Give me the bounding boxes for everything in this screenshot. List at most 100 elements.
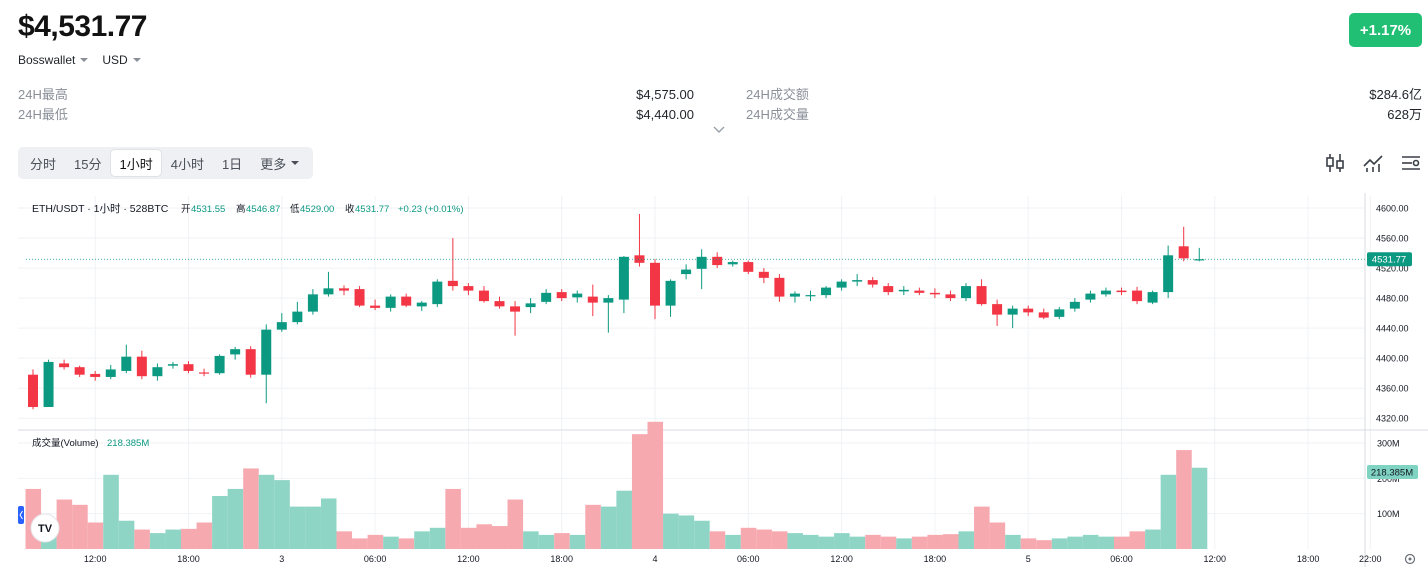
candle-body (618, 256, 629, 300)
currency-selector[interactable]: USD (102, 53, 141, 67)
candle-down (370, 299, 381, 311)
candle-down (136, 350, 147, 380)
volume-bar (1191, 467, 1208, 549)
volume-bar (445, 488, 461, 549)
candle-body (727, 262, 738, 265)
legend-high-label: 高 (236, 203, 246, 215)
caret-down-icon (132, 58, 141, 62)
exchange-selector[interactable]: Bosswallet (18, 53, 89, 67)
tradingview-logo: TV (30, 513, 60, 543)
candle-body (743, 262, 754, 272)
candle-body (152, 367, 163, 377)
volume-bar (507, 499, 524, 549)
reset-scale-icon[interactable] (1404, 553, 1416, 565)
volume-bar (429, 527, 446, 549)
volume-bar (1005, 534, 1021, 549)
tab-4h[interactable]: 4小时 (170, 156, 204, 172)
candle-up (603, 295, 614, 333)
volume-label: 24H成交量 (746, 107, 809, 122)
candle-up (696, 249, 707, 290)
candle-body (712, 256, 723, 266)
candle-body (323, 288, 334, 295)
scroll-left-handle[interactable] (18, 506, 24, 524)
time-tick-label: 12:00 (84, 554, 107, 564)
time-tick-label: 5 (1026, 554, 1031, 564)
settings-icon[interactable] (1400, 152, 1422, 174)
volume-bar (538, 534, 555, 549)
tab-15m[interactable]: 15分 (74, 156, 102, 172)
candle-up (836, 279, 847, 291)
candle-up (307, 289, 318, 315)
tab-timeline[interactable]: 分时 (30, 156, 57, 172)
candle-body (836, 281, 847, 288)
candle-down (447, 238, 458, 291)
price-tick-label: 4520.00 (1376, 264, 1409, 274)
indicator-icon[interactable] (1362, 152, 1384, 174)
candle-body (90, 373, 101, 377)
candle-body (136, 356, 147, 377)
time-tick-label: 3 (279, 554, 284, 564)
volume-bar (865, 534, 881, 549)
tab-1d[interactable]: 1日 (221, 156, 243, 172)
volume-bar (771, 531, 788, 549)
volume-bar (1036, 540, 1052, 549)
candle-body (510, 306, 521, 312)
candle-down (1023, 305, 1034, 317)
candle-down (478, 286, 489, 303)
candle-up (852, 274, 863, 287)
candlestick-icon[interactable] (1324, 152, 1346, 174)
volume-bar (911, 536, 928, 549)
candle-body (416, 302, 427, 307)
candle-down (510, 301, 521, 336)
candle-up (1054, 307, 1065, 320)
time-tick-label: 4 (652, 554, 657, 564)
tab-more[interactable]: 更多 (252, 150, 307, 176)
candle-down (743, 260, 754, 275)
volume-bar (663, 513, 679, 549)
volume-bar (585, 504, 601, 549)
legend-open: 4531.55 (191, 204, 225, 215)
candle-body (401, 296, 412, 306)
candle-body (961, 286, 971, 299)
candle-up (416, 301, 427, 311)
time-tick-label: 06:00 (1110, 554, 1133, 564)
caret-down-icon (291, 161, 300, 165)
volume-bar (942, 534, 959, 549)
stats-left: 24H最高 $4,575.00 24H最低 $4,440.00 (18, 85, 694, 125)
candle-down (712, 252, 723, 269)
candle-down (245, 346, 256, 378)
candle-body (1069, 301, 1080, 309)
volume-bar (1145, 529, 1161, 549)
volume-bar (476, 524, 492, 549)
volume-bar (616, 490, 632, 549)
candle-up (323, 271, 334, 297)
price-tick-label: 4440.00 (1376, 324, 1409, 334)
volume-bar (880, 536, 897, 549)
legend-open-label: 开 (181, 204, 191, 215)
candle-down (59, 359, 70, 370)
volume-bar (398, 538, 415, 549)
volume-last-tag: 218.385M (1367, 465, 1418, 479)
candle-body (774, 277, 785, 297)
candle-up (1069, 298, 1080, 312)
volume-bar (927, 534, 943, 549)
candles (28, 214, 1205, 410)
candle-body (1023, 308, 1034, 313)
candle-body (307, 294, 318, 312)
candle-body (1132, 290, 1143, 302)
candle-up (1100, 287, 1111, 297)
caret-down-icon (80, 58, 89, 62)
candle-down (401, 293, 412, 308)
expand-chevron-icon[interactable] (713, 126, 725, 134)
candle-up (1147, 290, 1158, 305)
svg-text:218.385M: 218.385M (1371, 468, 1413, 479)
candle-body (681, 269, 692, 275)
candle-body (789, 293, 800, 297)
volume-bar (849, 536, 866, 549)
tab-1h[interactable]: 1小时 (111, 150, 161, 176)
legend-close: 4531.77 (355, 204, 389, 215)
volume-bar (134, 529, 150, 549)
price-tick-label: 4480.00 (1376, 294, 1409, 304)
candle-body (1007, 308, 1018, 315)
